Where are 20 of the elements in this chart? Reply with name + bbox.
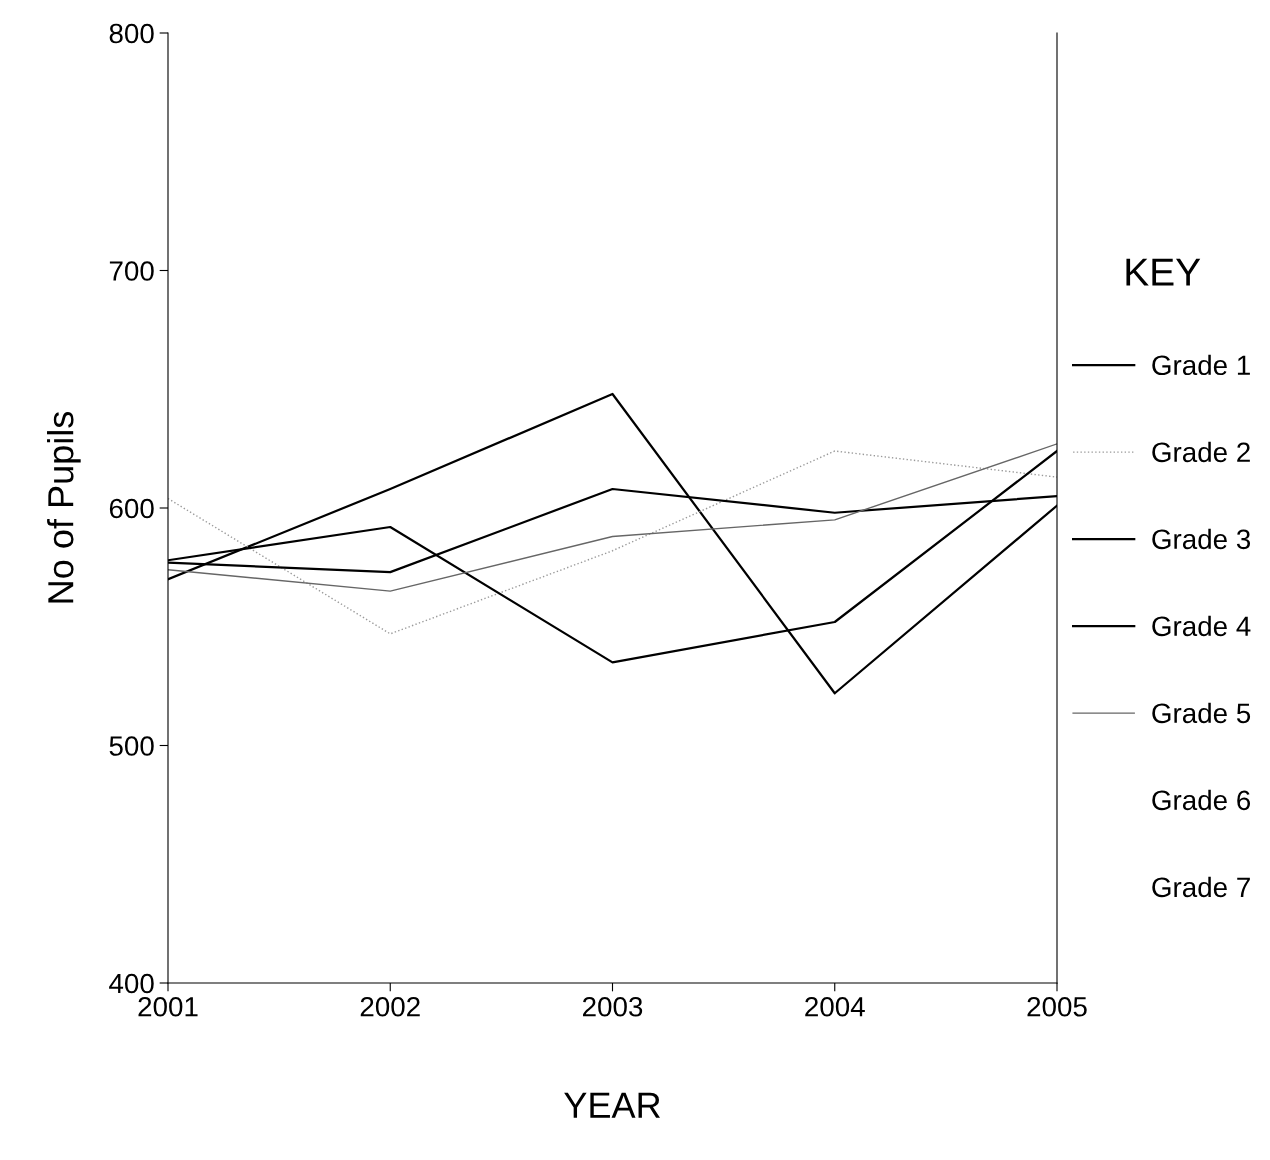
legend-label: Grade 1 (1152, 354, 1250, 376)
text: Grade 6 (1152, 789, 1251, 811)
legend-label: Grade 5 (1152, 702, 1251, 724)
x-tick-label: 2003 (583, 996, 643, 1017)
legend-label: Grade 2 (1152, 441, 1250, 463)
x-tick-label: 2001 (138, 996, 198, 1017)
legend-title: KEY (1126, 258, 1201, 286)
y-axis-title: No of Pupils (47, 411, 81, 603)
y-tick-label: 500 (109, 736, 154, 756)
text: Grade 7 (1152, 876, 1250, 898)
y-tick-label: 700 (109, 261, 154, 281)
y-tick-label: 400 (109, 973, 154, 994)
x-tick-label: 2005 (1027, 996, 1087, 1017)
x-axis-title: YEAR (564, 1092, 660, 1118)
x-tick-label: 2002 (360, 996, 420, 1017)
legend-label: Grade 3 (1152, 528, 1251, 550)
legend-label: Grade 4 (1152, 615, 1251, 637)
y-tick-label: 600 (109, 498, 154, 519)
y-tick-label: 800 (109, 23, 154, 44)
x-tick-label: 2004 (805, 996, 865, 1017)
